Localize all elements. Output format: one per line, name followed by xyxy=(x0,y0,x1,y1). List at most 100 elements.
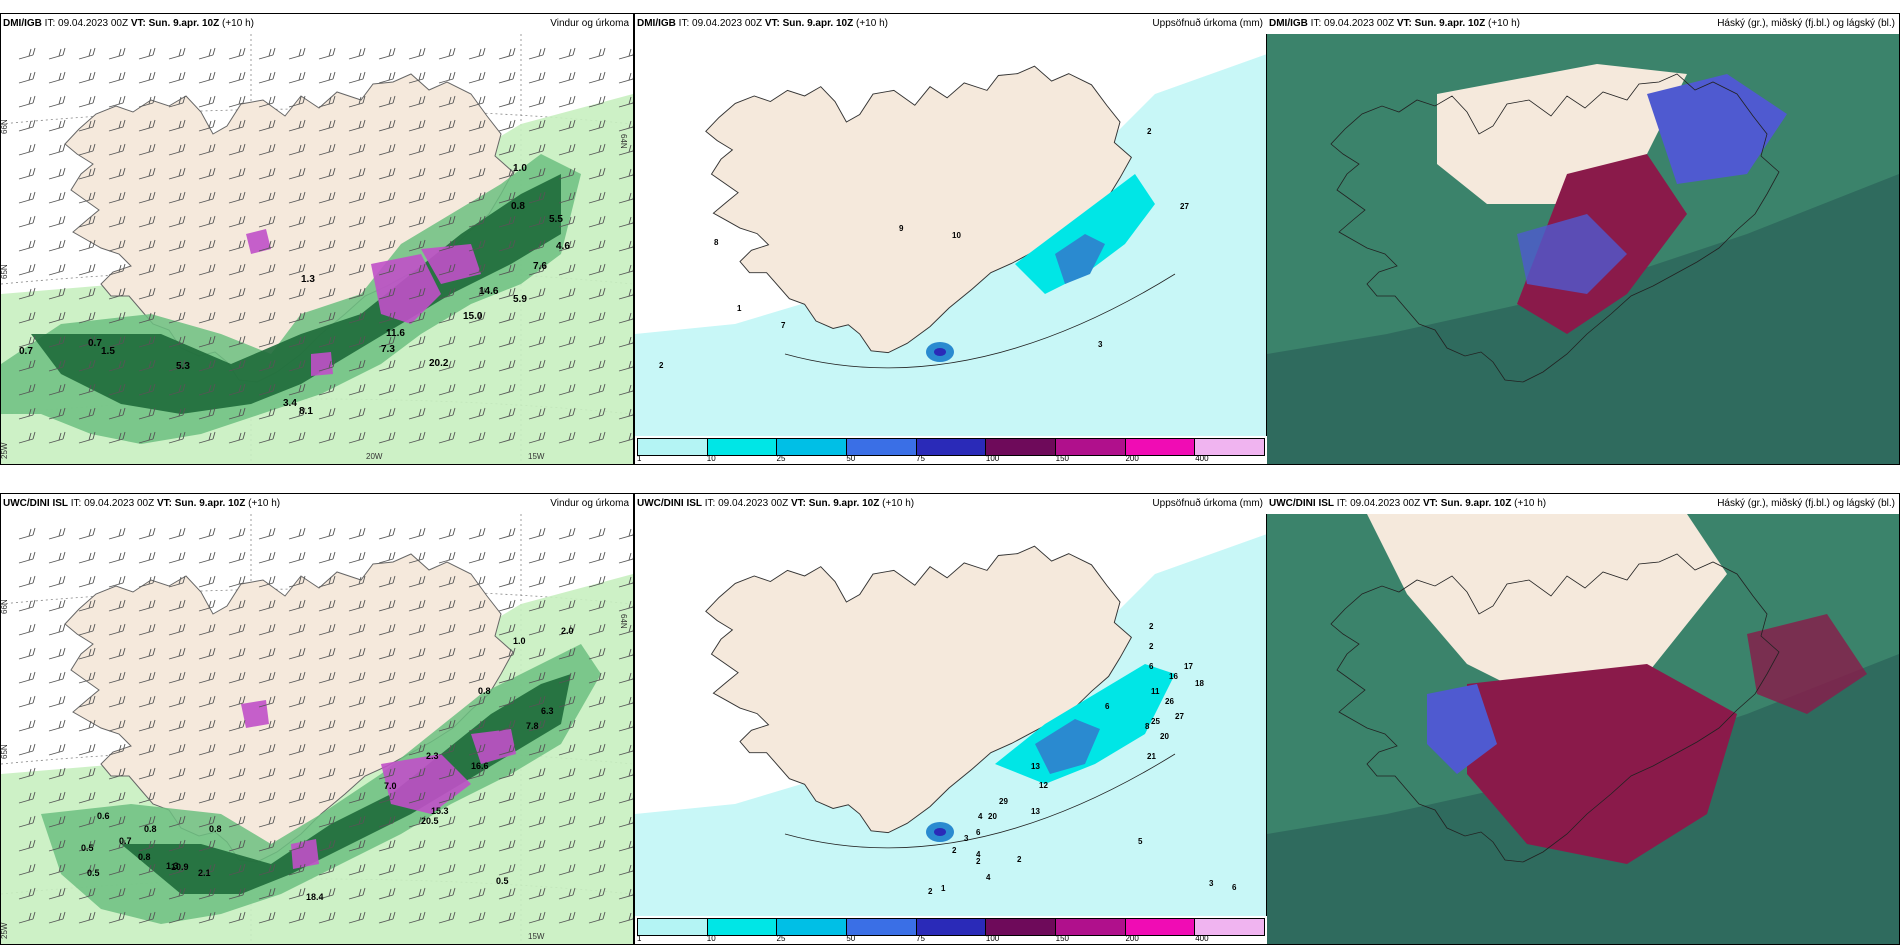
coordinate-label: 65N xyxy=(1,744,9,759)
wind-barb xyxy=(618,534,633,540)
wind-barb xyxy=(48,822,64,828)
map-area: 1.0 2.0 0.8 6.3 7.8 16.6 2.3 7.0 15.3 20.5 0.6 0.8 0… xyxy=(1,514,633,944)
wind-barb xyxy=(468,630,484,636)
wind-barb xyxy=(18,318,34,324)
wind-barb xyxy=(198,654,214,660)
wind-barb xyxy=(198,390,214,396)
wind-barb-flag xyxy=(628,840,632,849)
wind-barb-flag xyxy=(212,527,216,536)
wind-barb-flag xyxy=(88,864,92,873)
wind-barb-flag xyxy=(362,167,366,176)
wind-barb xyxy=(528,366,544,372)
wind-barb xyxy=(78,366,94,372)
wind-barb-flag xyxy=(88,840,92,849)
it-label: IT: xyxy=(70,498,82,509)
wind-barb-flag xyxy=(392,167,396,176)
wind-barb-flag xyxy=(148,192,152,201)
wind-barb-flag xyxy=(208,48,212,57)
wind-barb-flag xyxy=(388,624,392,633)
wind-barb-flag xyxy=(478,528,482,537)
wind-barb-flag xyxy=(92,911,96,920)
precip-value-label: 10.9 xyxy=(171,862,189,872)
wind-barb xyxy=(138,750,154,756)
wind-barb-flag xyxy=(118,792,122,801)
wind-barb-flag xyxy=(32,647,36,656)
wind-barb xyxy=(168,126,184,132)
wind-barb-flag xyxy=(302,143,306,152)
wind-barb-flag xyxy=(58,888,62,897)
wind-barb-flag xyxy=(118,576,122,585)
wind-barb-flag xyxy=(362,839,366,848)
wind-barb xyxy=(48,390,64,396)
wind-barb-flag xyxy=(118,192,122,201)
wind-barb-flag xyxy=(362,359,366,368)
wind-barb-flag xyxy=(508,696,512,705)
wind-barb-flag xyxy=(422,167,426,176)
wind-barb xyxy=(348,678,364,684)
wind-barb xyxy=(198,774,214,780)
wind-barb xyxy=(318,390,334,396)
wind-barb-flag xyxy=(268,120,272,129)
wind-barb-flag xyxy=(598,912,602,921)
wind-barb-flag xyxy=(272,911,276,920)
wind-barb xyxy=(378,774,394,780)
wind-barb-flag xyxy=(268,408,272,417)
wind-barb-flag xyxy=(328,216,332,225)
wind-barb xyxy=(438,534,454,540)
wind-barb-flag xyxy=(508,168,512,177)
panel-title: Háský (gr.), miðský (fj.bl.) og lágský (… xyxy=(1717,498,1895,509)
wind-barb xyxy=(378,126,394,132)
wind-barb-flag xyxy=(238,168,242,177)
wind-barb-flag xyxy=(208,528,212,537)
wind-barb xyxy=(438,198,454,204)
wind-barb xyxy=(288,798,304,804)
wind-barb-flag xyxy=(92,647,96,656)
wind-barb-flag xyxy=(392,599,396,608)
wind-barb xyxy=(468,270,484,276)
wind-barb-flag xyxy=(152,215,156,224)
wind-barb xyxy=(138,390,154,396)
wind-barb-flag xyxy=(32,143,36,152)
wind-barb-flag xyxy=(328,816,332,825)
cloud-high-layer xyxy=(1747,614,1867,714)
coordinate-label: 64N xyxy=(619,134,628,149)
accum-value-label: 9 xyxy=(899,224,904,233)
wind-barb-flag xyxy=(152,263,156,272)
wind-barb-flag xyxy=(298,336,302,345)
wind-barb xyxy=(198,366,214,372)
wind-barb-flag xyxy=(478,144,482,153)
wind-barb-flag xyxy=(392,767,396,776)
wind-barb-flag xyxy=(328,528,332,537)
wind-barb-flag xyxy=(298,408,302,417)
wind-barb-flag xyxy=(242,887,246,896)
colorbar-segment xyxy=(707,439,778,455)
wind-barb xyxy=(78,606,94,612)
wind-barb xyxy=(228,774,244,780)
wind-barb xyxy=(258,750,274,756)
wind-barb xyxy=(168,366,184,372)
wind-barb xyxy=(228,558,244,564)
accum-value-label: 12 xyxy=(1039,781,1048,790)
wind-barb-flag xyxy=(302,71,306,80)
wind-barb-flag xyxy=(208,264,212,273)
wind-barb-flag xyxy=(122,767,126,776)
panel-header: DMI/IGB IT: 09.04.2023 00Z VT: Sun. 9.ap… xyxy=(1,14,633,34)
wind-barb-flag xyxy=(628,696,632,705)
wind-barb-flag xyxy=(122,143,126,152)
wind-barb-flag xyxy=(602,911,606,920)
wind-barb xyxy=(228,174,244,180)
wind-barb-flag xyxy=(418,648,422,657)
wind-barb xyxy=(48,270,64,276)
wind-barb-flag xyxy=(208,288,212,297)
wind-barb xyxy=(438,774,454,780)
precip-value-label: 0.5 xyxy=(496,876,509,886)
wind-barb-flag xyxy=(122,407,126,416)
wind-barb xyxy=(288,822,304,828)
wind-barb-flag xyxy=(148,840,152,849)
wind-barb-flag xyxy=(298,792,302,801)
wind-barb xyxy=(168,438,184,444)
wind-barb-flag xyxy=(208,552,212,561)
wind-barb-flag xyxy=(118,720,122,729)
wind-barb xyxy=(438,366,454,372)
wind-barb xyxy=(468,582,484,588)
